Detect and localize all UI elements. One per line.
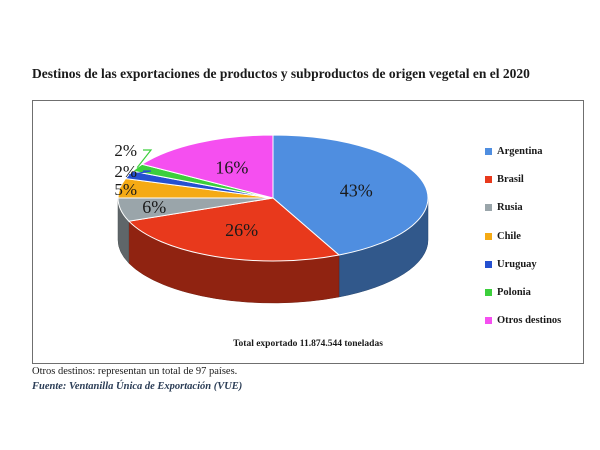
legend-swatch [485, 288, 492, 296]
legend-item-brasil: Brasil [485, 169, 561, 190]
legend-label: Rusia [497, 202, 523, 214]
footnote-otros: Otros destinos: representan un total de … [32, 366, 238, 377]
pie-slice-otros-destinos [140, 134, 274, 199]
pie-labels: 43%26%6%5%2%2%16% [114, 141, 372, 240]
legend: Argentina Brasil Rusia Chile Uruguay Polonia O… [485, 141, 561, 338]
legend-item-otros-destinos: Otros destinos [485, 310, 561, 331]
pie-chart: 43%26%6%5%2%2%16% [114, 134, 429, 304]
legend-item-rusia: Rusia [485, 197, 561, 218]
legend-label: Polonia [497, 286, 531, 298]
data-label-chile: 5% [114, 180, 137, 199]
pie-sides [117, 197, 429, 304]
pie-slice-brasil [127, 197, 341, 262]
pie-slice-argentina [272, 134, 429, 256]
legend-swatch [485, 148, 492, 155]
legend-swatch [485, 232, 492, 240]
legend-item-argentina: Argentina [485, 141, 561, 162]
legend-label: Uruguay [497, 258, 537, 270]
pie-top [117, 134, 429, 262]
data-label-brasil: 26% [225, 220, 258, 240]
leader-line-chile [119, 187, 152, 190]
legend-item-chile: Chile [485, 226, 561, 247]
legend-swatch [485, 317, 492, 325]
legend-item-polonia: Polonia [485, 282, 561, 303]
legend-swatch [485, 260, 492, 268]
leader-line-uruguay [128, 170, 152, 176]
legend-label: Chile [497, 230, 521, 242]
source-note: Fuente: Ventanilla Única de Exportación … [32, 381, 243, 392]
legend-item-uruguay: Uruguay [485, 254, 561, 275]
legend-swatch [485, 176, 492, 184]
data-label-polonia: 2% [114, 141, 137, 160]
data-label-uruguay: 2% [114, 162, 137, 181]
legend-label: Brasil [497, 174, 524, 186]
chart-frame: 43% 26% 6% 5% 2% 2% 16% Argentina Brasil Rusia Ch… [32, 100, 584, 364]
total-annotation: Total exportado 11.874.544 toneladas [233, 339, 383, 349]
data-label-rusia: 6% [142, 197, 166, 217]
data-label-otros-destinos: 16% [215, 158, 248, 178]
chart-title: Destinos de las exportaciones de product… [32, 66, 530, 81]
data-label-argentina: 43% [340, 180, 373, 200]
legend-swatch [485, 204, 492, 212]
legend-label: Otros destinos [497, 315, 562, 327]
legend-label: Argentina [497, 146, 543, 157]
leader-line-polonia [136, 149, 153, 169]
